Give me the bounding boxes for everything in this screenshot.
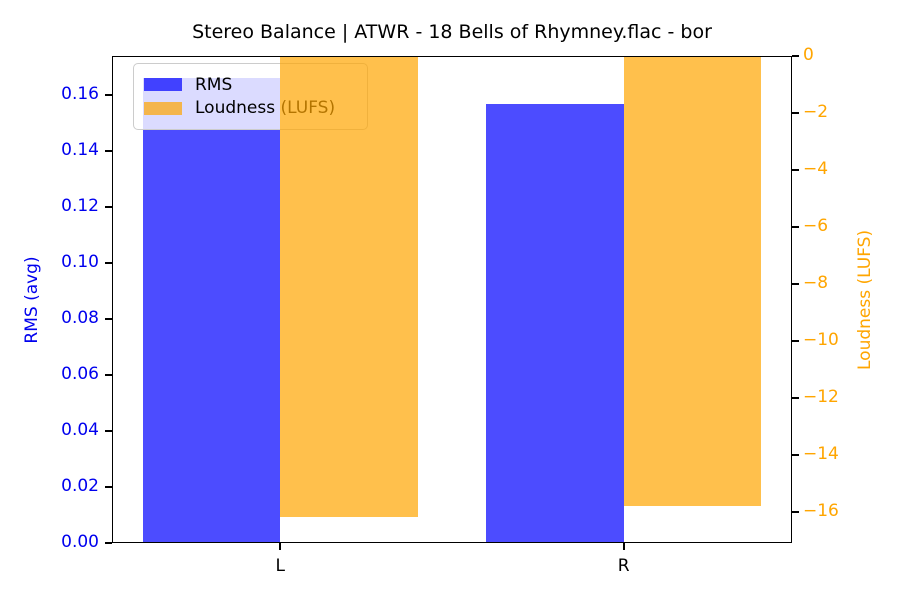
legend-entry-rms: RMS [144, 73, 357, 97]
x-tick-mark [279, 543, 282, 550]
left-tick-mark [105, 94, 112, 97]
right-tick-mark [792, 282, 799, 285]
left-tick-label: 0.06 [61, 364, 99, 385]
legend-label: RMS [195, 74, 233, 95]
bar-loudness-r [623, 56, 762, 506]
right-axis-title: Loudness (LUFS) [855, 229, 875, 370]
left-tick-label: 0.12 [61, 196, 99, 217]
right-tick-mark [792, 55, 799, 57]
x-tick-label-r: R [617, 556, 630, 576]
x-tick-mark [622, 543, 625, 550]
left-tick-mark [105, 262, 112, 264]
x-tick-label-l: L [275, 556, 286, 576]
right-tick-label: −12 [803, 386, 839, 407]
right-tick-label: −8 [803, 272, 829, 293]
left-tick-label: 0.08 [61, 308, 99, 329]
right-tick-mark [792, 169, 799, 171]
rms-bars-layer [112, 56, 792, 543]
right-tick-label: −14 [803, 443, 839, 464]
left-tick-mark [105, 150, 112, 153]
right-tick-mark [792, 339, 799, 342]
right-tick-label: −16 [803, 500, 839, 521]
loudness-bars-layer [112, 56, 792, 543]
left-tick-mark [105, 486, 112, 488]
left-tick-mark [105, 318, 112, 320]
right-tick-mark [792, 112, 799, 114]
left-tick-label: 0.14 [61, 140, 99, 161]
bar-rms-l [142, 78, 281, 543]
chart-title: Stereo Balance | ATWR - 18 Bells of Rhym… [192, 21, 712, 43]
left-tick-label: 0.16 [61, 84, 99, 105]
bar-loudness-l [280, 56, 418, 518]
left-tick-label: 0.02 [61, 476, 99, 497]
left-tick-mark [105, 542, 112, 544]
right-tick-label: −4 [803, 158, 829, 179]
right-tick-mark [792, 396, 799, 399]
left-tick-label: 0.00 [61, 532, 99, 552]
right-tick-mark [792, 510, 799, 513]
plot-area: RMS Loudness (LUFS) [112, 56, 792, 543]
left-tick-mark [105, 374, 112, 376]
left-tick-mark [105, 430, 112, 432]
right-tick-label: −10 [803, 329, 839, 350]
bar-rms-r [486, 103, 624, 543]
right-tick-label: −2 [803, 101, 829, 122]
left-tick-mark [105, 206, 112, 209]
right-tick-label: 0 [803, 45, 814, 65]
right-tick-label: −6 [803, 215, 829, 236]
right-tick-mark [792, 453, 799, 456]
left-axis-title: RMS (avg) [22, 256, 42, 344]
legend-swatch-loudness [144, 101, 182, 115]
legend-swatch-rms [144, 78, 182, 92]
left-tick-label: 0.04 [61, 420, 99, 441]
right-tick-mark [792, 225, 799, 228]
left-tick-label: 0.10 [61, 252, 99, 273]
